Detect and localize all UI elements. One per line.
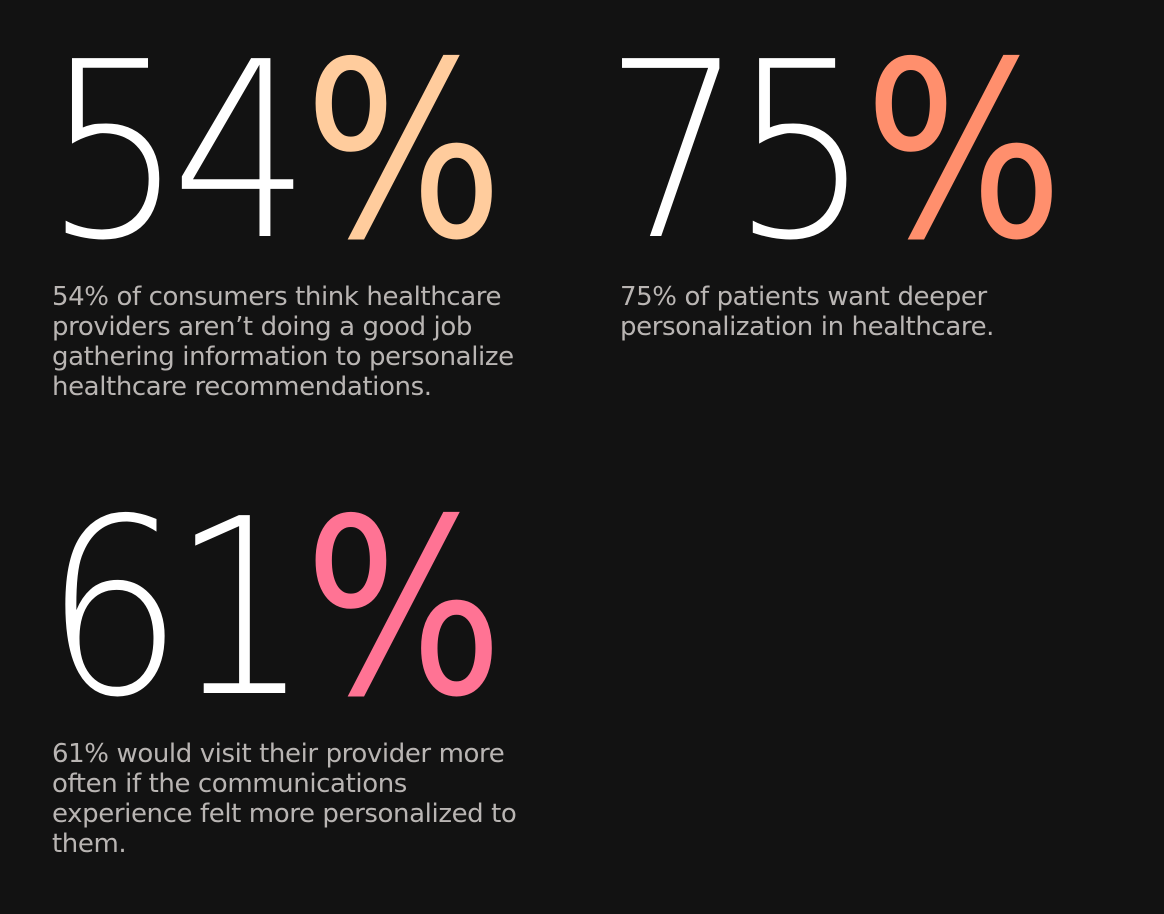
stat-block-54: 54 % 54% of consumers think healthcare p… [44, 30, 564, 402]
stat-number: 61 [44, 467, 311, 751]
stat-figure: 54 % [44, 30, 564, 274]
stat-description: 54% of consumers think healthcare provid… [52, 282, 514, 402]
stat-description: 61% would visit their provider more ofte… [52, 739, 517, 859]
stat-block-61: 61 % 61% would visit their provider more… [44, 487, 564, 859]
percent-sign: % [304, 10, 503, 294]
stat-figure: 75 % [604, 30, 1124, 274]
stat-figure: 61 % [44, 487, 564, 731]
stat-number: 75 [604, 10, 871, 294]
percent-sign: % [304, 467, 503, 751]
percent-sign: % [864, 10, 1063, 294]
stat-description: 75% of patients want deeper personalizat… [620, 282, 995, 342]
stat-number: 54 [44, 10, 311, 294]
stat-block-75: 75 % 75% of patients want deeper persona… [604, 30, 1124, 342]
